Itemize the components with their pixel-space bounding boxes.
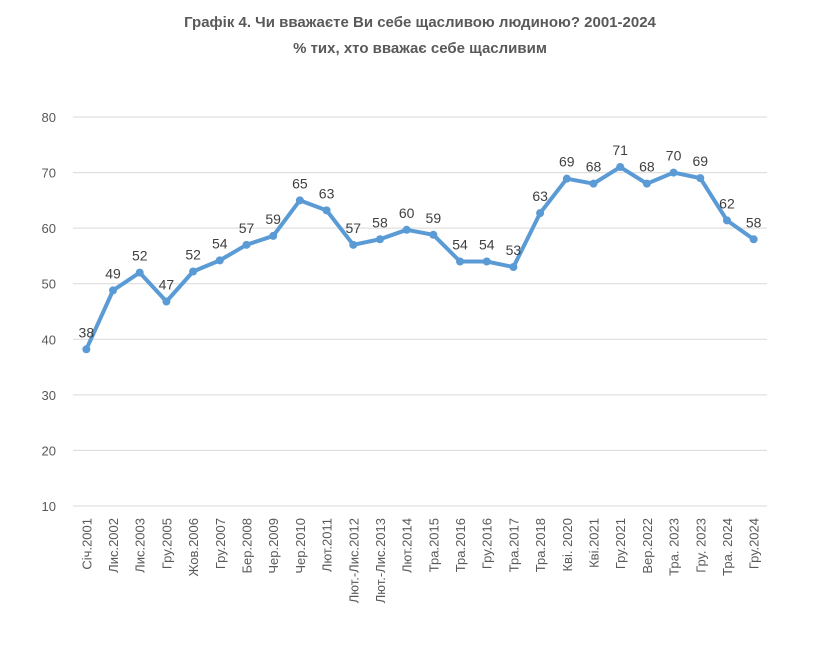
data-label: 58 xyxy=(372,214,388,230)
x-tick-label: Гру.2024 xyxy=(747,518,762,569)
data-label: 52 xyxy=(185,246,201,262)
series-line xyxy=(84,165,756,352)
data-point xyxy=(536,209,545,218)
y-tick-label: 10 xyxy=(42,499,56,514)
data-point xyxy=(189,267,198,276)
data-label: 69 xyxy=(559,154,575,170)
data-point xyxy=(696,174,705,183)
data-label: 68 xyxy=(639,159,655,175)
x-tick-label: Січ.2001 xyxy=(79,518,94,570)
data-label: 57 xyxy=(239,220,255,236)
data-label: 59 xyxy=(426,210,442,226)
data-point xyxy=(562,174,571,183)
x-tick-label: Гру.2007 xyxy=(213,518,228,569)
data-label: 54 xyxy=(452,236,468,252)
data-label: 53 xyxy=(506,242,522,258)
x-tick-label: Гру.2021 xyxy=(613,518,628,569)
series-group xyxy=(82,163,758,354)
x-tick-label: Лют.2014 xyxy=(400,518,415,573)
y-tick-label: 70 xyxy=(42,166,56,181)
data-point xyxy=(642,179,651,188)
x-tick-label: Лис.2003 xyxy=(133,518,148,573)
x-tick-label: Тра.2017 xyxy=(506,518,521,572)
x-tick-label: Чер.2010 xyxy=(293,518,308,574)
x-tick-label: Бер.2008 xyxy=(240,518,255,574)
data-label: 68 xyxy=(586,159,602,175)
data-point xyxy=(589,179,598,188)
data-label: 54 xyxy=(479,236,495,252)
x-tick-label: Вер.2022 xyxy=(640,518,655,574)
data-point xyxy=(749,235,758,244)
data-label: 49 xyxy=(105,265,121,281)
data-label: 60 xyxy=(399,205,415,221)
x-tick-label: Гру.2016 xyxy=(480,518,495,569)
y-tick-label: 30 xyxy=(42,388,56,403)
x-tick-label: Гру. 2023 xyxy=(693,518,708,573)
x-tick-label: Тра.2015 xyxy=(426,518,441,572)
data-label: 47 xyxy=(159,276,175,292)
y-tick-label: 60 xyxy=(42,221,56,236)
data-label: 71 xyxy=(612,142,628,158)
data-label: 65 xyxy=(292,175,308,191)
data-point xyxy=(482,257,491,266)
gridlines xyxy=(73,116,767,507)
data-label: 70 xyxy=(666,148,682,164)
chart-subtitle: % тих, хто вважає себе щасливим xyxy=(293,40,547,57)
x-tick-label: Тра. 2024 xyxy=(720,518,735,576)
x-tick-label: Лют.-Лис.2013 xyxy=(373,518,388,603)
x-tick-label: Тра.2018 xyxy=(533,518,548,572)
x-tick-label: Тра.2016 xyxy=(453,518,468,572)
x-axis: Січ.2001 Лис.2002 Лис.2003 Гру.2005 Жов.2006… xyxy=(79,518,761,603)
data-point xyxy=(269,231,278,240)
data-labels: 38 49 52 47 52 54 57 59 65 63 57 58 60 59 54 54 53 63 69 68… xyxy=(79,142,762,340)
y-tick-label: 20 xyxy=(42,443,56,458)
data-point xyxy=(402,225,411,234)
data-point xyxy=(162,297,171,306)
y-tick-label: 80 xyxy=(42,110,56,125)
x-tick-label: Лис.2002 xyxy=(106,518,121,573)
x-tick-label: Лют.2011 xyxy=(320,518,335,572)
data-point xyxy=(295,196,304,205)
data-label: 38 xyxy=(79,324,95,340)
data-point xyxy=(456,257,465,266)
data-label: 63 xyxy=(532,188,548,204)
data-point xyxy=(349,240,358,249)
x-tick-label: Кві. 2020 xyxy=(560,518,575,572)
x-tick-label: Кві.2021 xyxy=(587,518,602,568)
data-point xyxy=(669,168,678,177)
data-point xyxy=(82,345,91,354)
data-point xyxy=(429,230,438,239)
x-tick-label: Гру.2005 xyxy=(159,518,174,569)
x-tick-label: Тра. 2023 xyxy=(667,518,682,576)
data-label: 52 xyxy=(132,248,148,264)
x-tick-label: Лют.-Лис.2012 xyxy=(346,518,361,603)
chart-title-block: Графік 4. Чи вважаєте Ви себе щасливою л… xyxy=(0,10,817,62)
chart-title: Графік 4. Чи вважаєте Ви себе щасливою л… xyxy=(184,14,656,31)
data-label: 62 xyxy=(719,195,735,211)
data-point xyxy=(109,286,118,295)
data-label: 54 xyxy=(212,235,228,251)
data-point xyxy=(215,256,224,265)
data-label: 59 xyxy=(265,211,281,227)
data-point xyxy=(375,235,384,244)
data-point xyxy=(509,263,518,272)
y-tick-label: 40 xyxy=(42,332,56,347)
y-tick-label: 50 xyxy=(42,277,56,292)
data-point xyxy=(322,206,331,215)
data-point xyxy=(616,163,625,172)
data-point xyxy=(135,268,144,277)
data-label: 69 xyxy=(692,153,708,169)
y-axis: 10 20 30 40 50 60 70 80 xyxy=(42,110,56,514)
data-point xyxy=(722,216,731,225)
data-label: 57 xyxy=(345,220,361,236)
x-tick-label: Жов.2006 xyxy=(186,518,201,577)
x-tick-label: Чер.2009 xyxy=(266,518,281,574)
data-label: 63 xyxy=(319,185,335,201)
data-point xyxy=(242,240,251,249)
data-label: 58 xyxy=(746,214,762,230)
